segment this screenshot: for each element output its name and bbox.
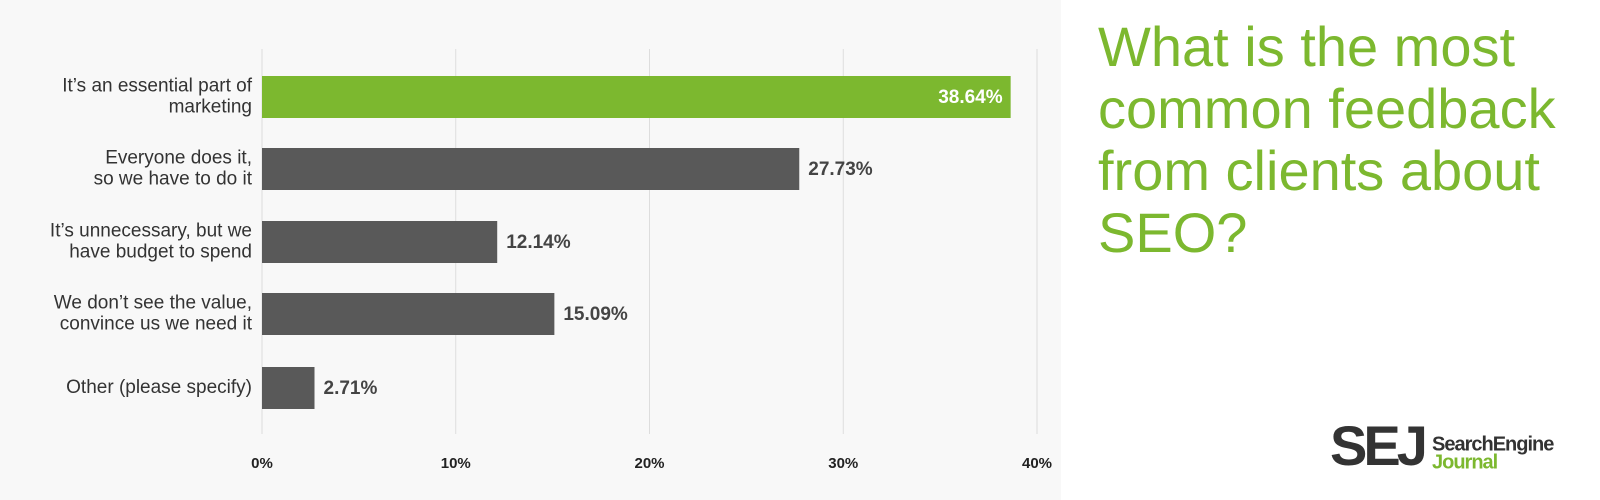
chart-title: What is the most (1098, 15, 1515, 78)
logo-mark: SEJ (1330, 414, 1425, 477)
bar (262, 221, 498, 263)
value-label: 2.71% (324, 378, 378, 399)
x-tick-label: 0% (251, 455, 273, 472)
bar (262, 76, 1011, 118)
value-label: 12.14% (506, 232, 571, 253)
chart-title: SEO? (1098, 201, 1247, 264)
chart-title: from clients about (1098, 139, 1540, 202)
category-label: convince us we need it (60, 314, 253, 335)
x-tick-label: 20% (634, 455, 664, 472)
category-label: have budget to spend (69, 242, 252, 263)
x-tick-label: 40% (1022, 455, 1052, 472)
logo-sub: Journal (1432, 451, 1498, 473)
x-tick-label: 30% (828, 455, 858, 472)
bar (262, 293, 555, 335)
bar (262, 367, 315, 409)
category-label: We don’t see the value, (54, 293, 252, 314)
x-tick-label: 10% (441, 455, 471, 472)
category-label: marketing (169, 97, 252, 118)
value-label: 15.09% (563, 304, 628, 325)
category-label: It’s an essential part of (62, 76, 252, 97)
category-label: Other (please specify) (66, 377, 252, 398)
category-label: It’s unnecessary, but we (50, 221, 252, 242)
logo-name: SearchEngine (1432, 433, 1554, 455)
value-label: 27.73% (808, 159, 873, 180)
category-label: Everyone does it, (105, 148, 252, 169)
value-label: 38.64% (938, 87, 1003, 108)
chart-title: common feedback (1098, 77, 1557, 140)
bar (262, 148, 800, 190)
category-label: so we have to do it (94, 169, 253, 190)
